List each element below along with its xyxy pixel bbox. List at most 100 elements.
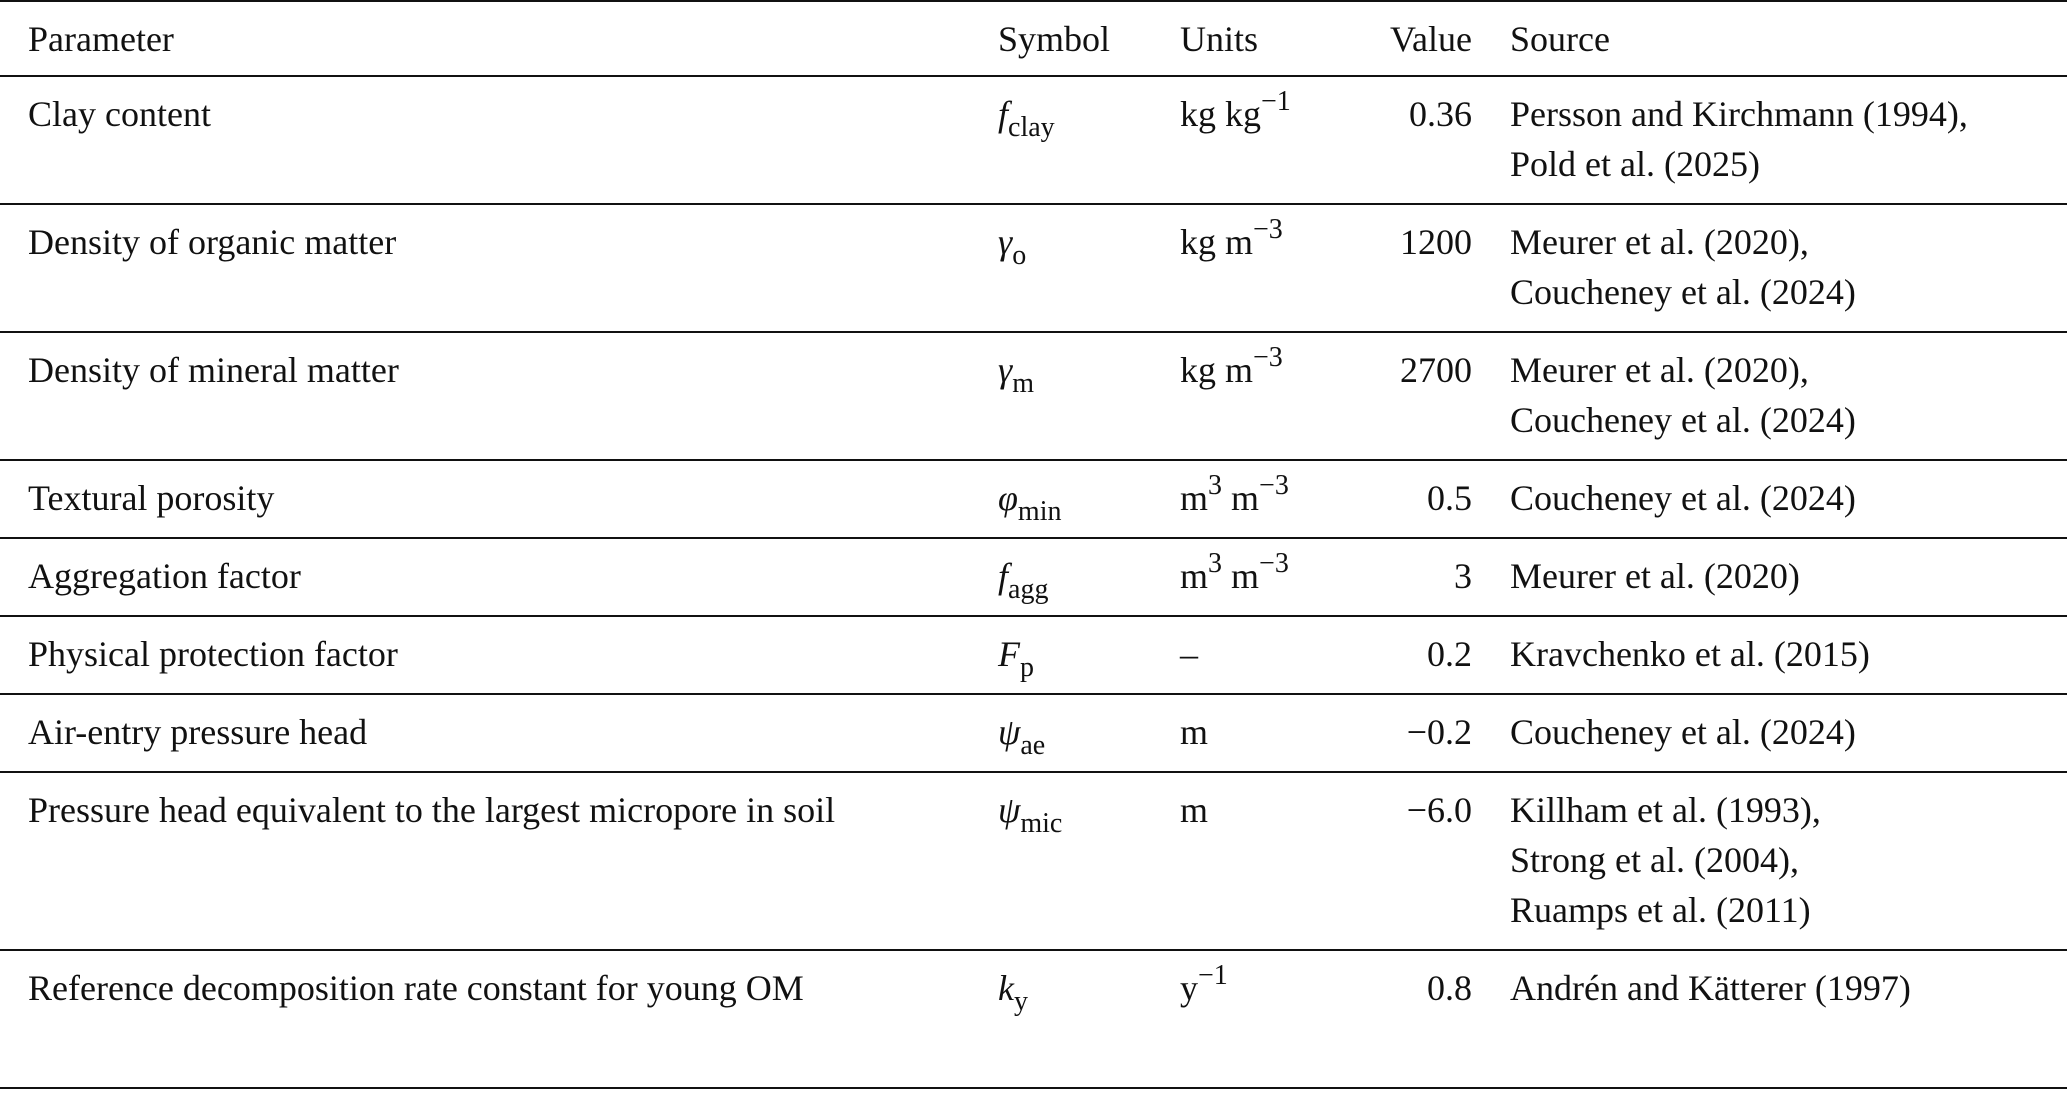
units-base: –: [1180, 634, 1198, 674]
cell-symbol: fagg: [998, 538, 1180, 616]
cell-symbol: ψmic: [998, 772, 1180, 950]
cell-value: 0.2: [1427, 634, 1472, 674]
cell-units: m3 m−3: [1180, 460, 1372, 538]
symbol-subscript: clay: [1008, 112, 1055, 143]
symbol-subscript: min: [1017, 496, 1062, 527]
header-units: Units: [1180, 19, 1259, 59]
cell-source: Andrén and Kätterer (1997): [1510, 950, 2067, 1088]
symbol-main: γ: [998, 350, 1013, 390]
cell-value: 0.5: [1427, 478, 1472, 518]
cell-parameter: Textural porosity: [28, 478, 275, 518]
header-row: Parameter Symbol Units Value Source: [0, 1, 2067, 76]
cell-parameter: Density of organic matter: [28, 222, 397, 262]
units-base: kg kg: [1180, 94, 1261, 134]
cell-source: Persson and Kirchmann (1994), Pold et al.…: [1510, 76, 2067, 204]
symbol-subscript: o: [1012, 240, 1027, 271]
source-line: Meurer et al. (2020),: [1510, 222, 1809, 262]
symbol-main: γ: [998, 222, 1013, 262]
cell-units: m: [1180, 772, 1372, 950]
source-line: Coucheney et al. (2024): [1510, 400, 1856, 440]
table-row: Reference decomposition rate constant fo…: [0, 950, 2067, 1088]
cell-symbol: Fp: [998, 616, 1180, 694]
cell-parameter: Density of mineral matter: [28, 350, 399, 390]
cell-value: −0.2: [1406, 712, 1472, 752]
source-line: Strong et al. (2004),: [1510, 840, 1799, 880]
units-base: kg m: [1180, 222, 1254, 262]
units-base: y: [1180, 968, 1198, 1008]
cell-parameter: Pressure head equivalent to the largest …: [28, 790, 836, 830]
table-row: Physical protection factor Fp –0.2 Kravchen…: [0, 616, 2067, 694]
units-base: m: [1180, 790, 1209, 830]
cell-parameter: Aggregation factor: [28, 556, 301, 596]
units-superscript: 3: [1208, 470, 1223, 501]
table-row: Density of organic matter γo kg m−3 1200 Meu…: [0, 204, 2067, 332]
units-superscript: 3: [1208, 548, 1223, 579]
source-line: Coucheney et al. (2024): [1510, 478, 1856, 518]
table-row: Air-entry pressure head ψae m −0.2 Coucheney…: [0, 694, 2067, 772]
cell-value: −6.0: [1406, 790, 1472, 830]
source-line: Pold et al. (2025): [1510, 144, 1760, 184]
units-base: m: [1180, 478, 1209, 518]
cell-value: 0.8: [1427, 968, 1472, 1008]
cell-value: 1200: [1400, 222, 1472, 262]
header-value: Value: [1390, 19, 1472, 59]
symbol-subscript: p: [1020, 652, 1034, 683]
cell-source: Coucheney et al. (2024): [1510, 694, 2067, 772]
source-line: Coucheney et al. (2024): [1510, 712, 1856, 752]
units-base: m: [1180, 556, 1209, 596]
source-line: Kravchenko et al. (2015): [1510, 634, 1870, 674]
units-superscript-2: −3: [1259, 548, 1289, 579]
symbol-subscript: y: [1013, 986, 1028, 1017]
symbol-main: F: [998, 634, 1020, 674]
table-header: Parameter Symbol Units Value Source: [0, 1, 2067, 76]
cell-parameter: Reference decomposition rate constant fo…: [28, 968, 804, 1008]
units-base: kg m: [1180, 350, 1254, 390]
cell-parameter: Clay content: [28, 94, 211, 134]
units-superscript: −1: [1261, 86, 1291, 117]
source-line: Andrén and Kätterer (1997): [1510, 968, 1911, 1008]
table-row: Aggregation factor fagg m3 m−3 3 Meurer et a…: [0, 538, 2067, 616]
symbol-main: f: [998, 556, 1009, 596]
symbol-subscript: mic: [1020, 808, 1063, 839]
table-row: Pressure head equivalent to the largest …: [0, 772, 2067, 950]
symbol-subscript: m: [1012, 368, 1034, 399]
header-symbol: Symbol: [998, 19, 1111, 59]
cell-parameter: Air-entry pressure head: [28, 712, 368, 752]
source-line: Killham et al. (1993),: [1510, 790, 1821, 830]
source-line: Persson and Kirchmann (1994),: [1510, 94, 1968, 134]
symbol-main: ψ: [998, 790, 1021, 830]
cell-source: Meurer et al. (2020), Coucheney et al. (2…: [1510, 204, 2067, 332]
source-line: Coucheney et al. (2024): [1510, 272, 1856, 312]
source-line: Meurer et al. (2020): [1510, 556, 1800, 596]
source-line: Meurer et al. (2020),: [1510, 350, 1809, 390]
cell-units: y−1: [1180, 950, 1372, 1088]
cell-units: –: [1180, 616, 1372, 694]
units-superscript-2: −3: [1259, 470, 1289, 501]
cell-source: Killham et al. (1993), Strong et al. (200…: [1510, 772, 2067, 950]
cell-source: Kravchenko et al. (2015): [1510, 616, 2067, 694]
cell-source: Meurer et al. (2020): [1510, 538, 2067, 616]
cell-value: 0.36: [1409, 94, 1472, 134]
symbol-main: φ: [998, 478, 1018, 518]
table-row: Textural porosity φmin m3 m−3 0.5 Coucheney …: [0, 460, 2067, 538]
units-base-2: m: [1222, 556, 1260, 596]
table-body: Clay content fclay kg kg−1 0.36 Persson and …: [0, 76, 2067, 1088]
cell-symbol: ky: [998, 950, 1180, 1088]
symbol-main: f: [998, 94, 1009, 134]
symbol-main: k: [998, 968, 1014, 1008]
cell-units: kg kg−1: [1180, 76, 1372, 204]
cell-units: kg m−3: [1180, 204, 1372, 332]
symbol-subscript: ae: [1020, 730, 1046, 761]
units-base-2: m: [1222, 478, 1260, 518]
units-base: m: [1180, 712, 1209, 752]
cell-symbol: γm: [998, 332, 1180, 460]
cell-units: m: [1180, 694, 1372, 772]
cell-value: 3: [1454, 556, 1472, 596]
cell-source: Coucheney et al. (2024): [1510, 460, 2067, 538]
table-row: Clay content fclay kg kg−1 0.36 Persson and …: [0, 76, 2067, 204]
header-source: Source: [1510, 19, 1610, 59]
cell-symbol: φmin: [998, 460, 1180, 538]
cell-symbol: ψae: [998, 694, 1180, 772]
